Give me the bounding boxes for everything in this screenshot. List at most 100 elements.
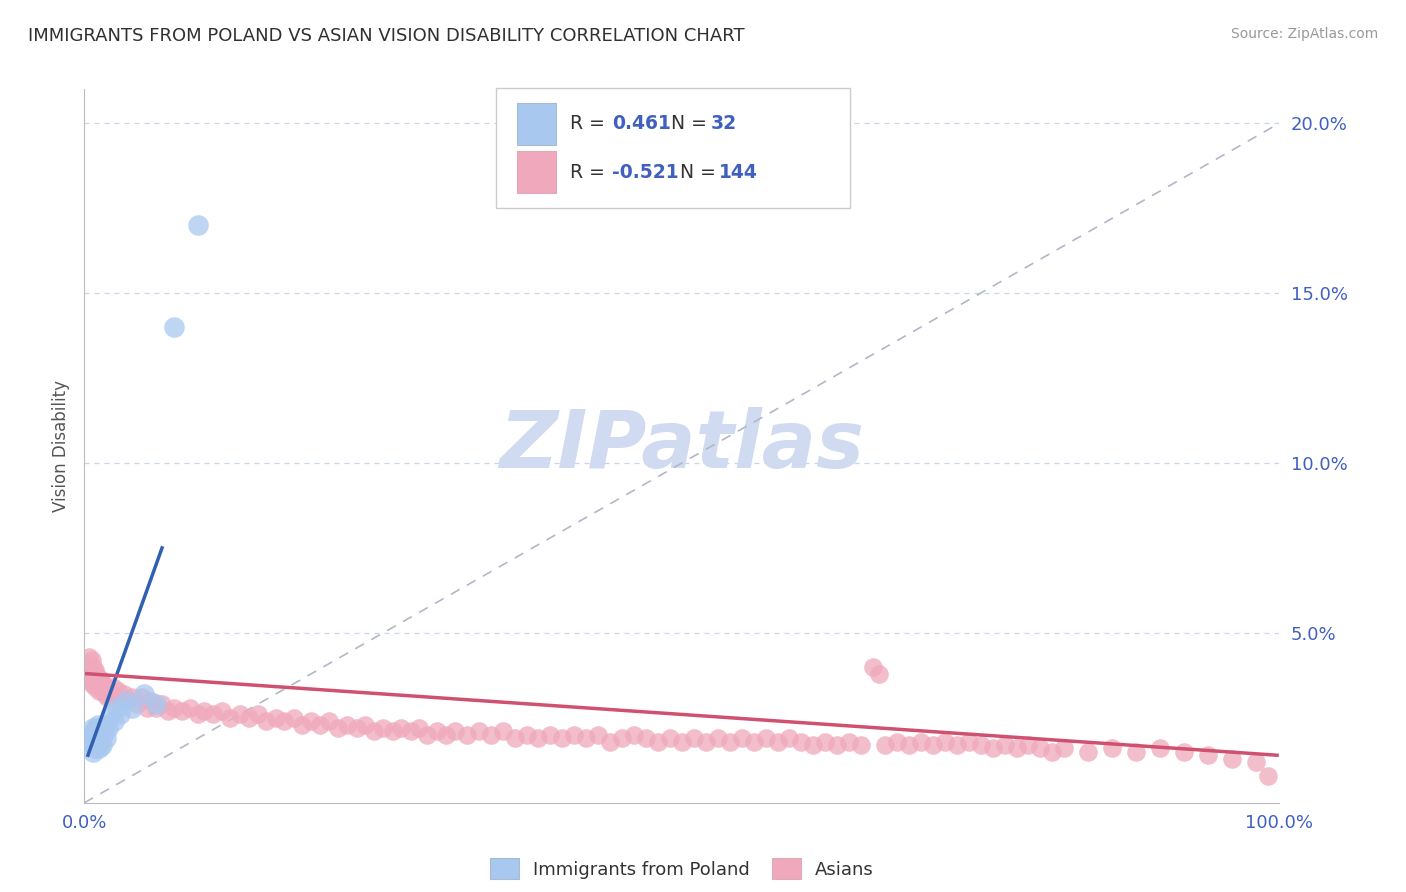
Point <box>838 734 860 748</box>
Point <box>131 690 153 705</box>
Point <box>150 698 173 712</box>
Point <box>1244 755 1267 769</box>
Point <box>86 677 108 691</box>
Point <box>426 724 449 739</box>
Point <box>80 728 103 742</box>
Point <box>238 711 260 725</box>
Point <box>346 721 368 735</box>
Point <box>100 687 122 701</box>
Point <box>308 717 330 731</box>
Point <box>82 721 104 735</box>
Point <box>96 690 118 705</box>
Point <box>187 218 209 232</box>
Point <box>110 707 132 722</box>
Text: 32: 32 <box>711 114 737 133</box>
Point <box>381 724 404 739</box>
Point <box>766 734 789 748</box>
Point <box>851 738 873 752</box>
Point <box>588 728 610 742</box>
Point <box>408 721 430 735</box>
Point <box>193 704 215 718</box>
Point <box>647 734 669 748</box>
Text: Source: ZipAtlas.com: Source: ZipAtlas.com <box>1230 27 1378 41</box>
Point <box>83 666 105 681</box>
Point <box>132 687 156 701</box>
Point <box>264 711 287 725</box>
Point <box>87 683 110 698</box>
Point <box>87 673 110 688</box>
Point <box>827 738 849 752</box>
Point <box>91 738 114 752</box>
Point <box>125 698 148 712</box>
Point <box>87 741 110 756</box>
Point <box>104 690 127 705</box>
Point <box>910 734 932 748</box>
Point <box>875 738 897 752</box>
Text: N =: N = <box>681 163 721 182</box>
Point <box>202 707 225 722</box>
Point <box>79 666 101 681</box>
Point <box>755 731 778 746</box>
Point <box>254 714 277 729</box>
Point <box>187 707 209 722</box>
Point <box>273 714 295 729</box>
Point <box>219 711 242 725</box>
Text: ZIPatlas: ZIPatlas <box>499 407 865 485</box>
Point <box>135 700 157 714</box>
Point <box>97 683 120 698</box>
Point <box>363 724 385 739</box>
Point <box>93 677 115 691</box>
Point <box>97 721 120 735</box>
Point <box>389 721 412 735</box>
Point <box>172 704 194 718</box>
Point <box>994 738 1017 752</box>
Point <box>94 731 117 746</box>
Point <box>94 680 117 694</box>
Point <box>79 734 101 748</box>
Point <box>80 677 103 691</box>
Point <box>479 728 502 742</box>
Point <box>163 320 186 334</box>
Point <box>84 663 107 677</box>
Point <box>946 738 969 752</box>
Point <box>516 728 538 742</box>
Point <box>86 721 108 735</box>
Point <box>93 728 115 742</box>
Point <box>103 714 125 729</box>
Point <box>112 687 135 701</box>
Point <box>1220 751 1243 765</box>
Point <box>444 724 467 739</box>
Point <box>229 707 252 722</box>
Point <box>707 731 730 746</box>
Point <box>90 673 112 688</box>
Point <box>731 731 754 746</box>
Point <box>110 694 132 708</box>
Point <box>886 734 908 748</box>
Point <box>718 734 741 748</box>
Point <box>970 738 993 752</box>
Point <box>101 680 124 694</box>
Point <box>86 666 108 681</box>
Point <box>957 734 980 748</box>
Point <box>575 731 598 746</box>
Point <box>814 734 837 748</box>
Point <box>779 731 801 746</box>
Point <box>83 734 105 748</box>
Point <box>121 700 143 714</box>
Point <box>87 731 110 746</box>
Point <box>803 738 825 752</box>
Point <box>671 734 693 748</box>
Point <box>456 728 478 742</box>
Point <box>84 731 107 746</box>
Text: N =: N = <box>672 114 713 133</box>
Text: R =: R = <box>571 114 612 133</box>
Point <box>82 660 104 674</box>
Point <box>93 687 115 701</box>
Point <box>492 724 515 739</box>
Point <box>141 694 163 708</box>
Point <box>1077 745 1099 759</box>
Point <box>211 704 233 718</box>
Point <box>82 670 104 684</box>
Point <box>1197 748 1219 763</box>
Point <box>1042 745 1064 759</box>
